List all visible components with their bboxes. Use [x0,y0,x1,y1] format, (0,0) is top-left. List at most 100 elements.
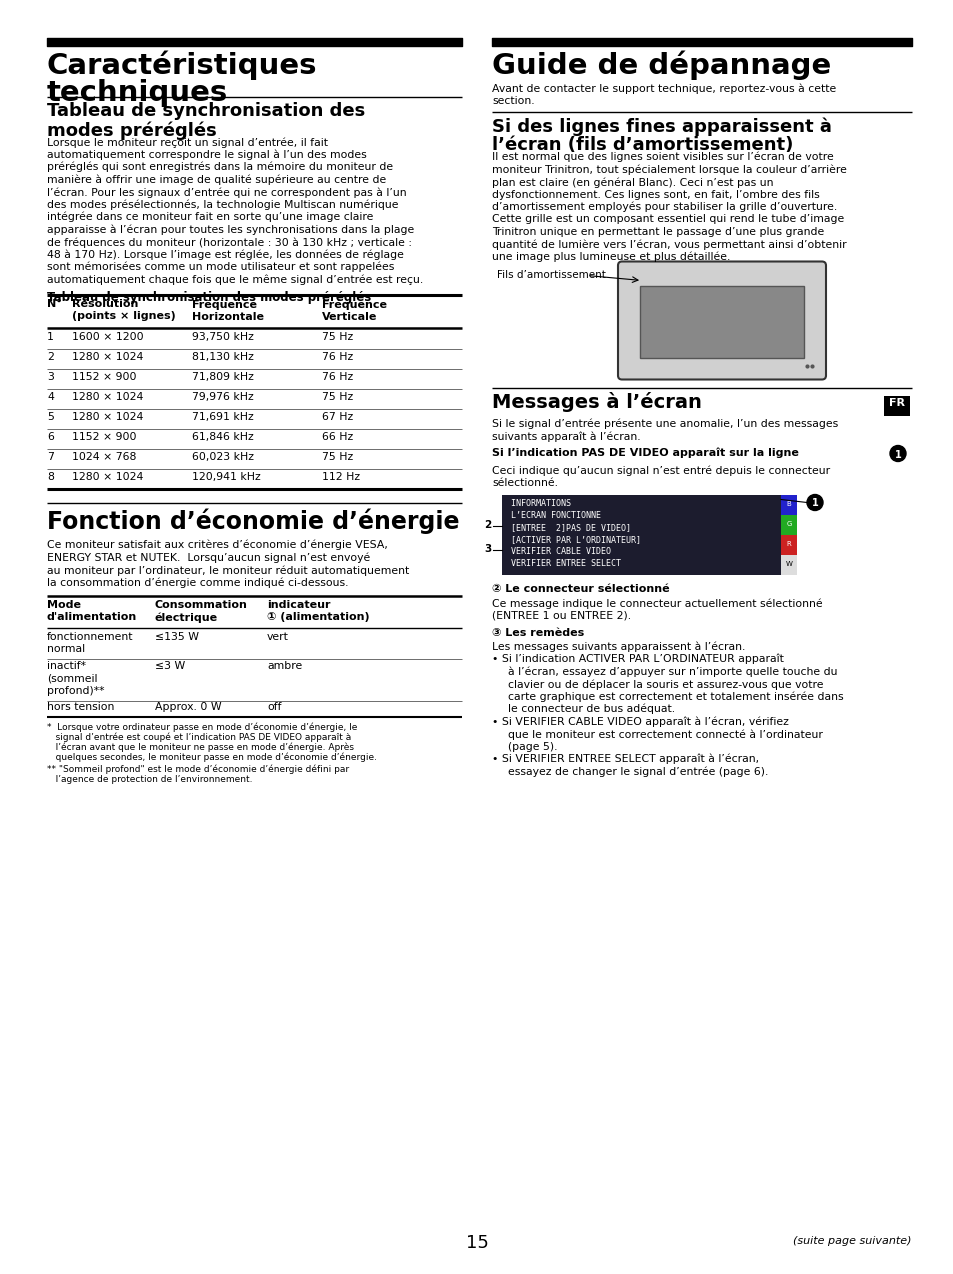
Text: Avant de contacter le support technique, reportez-vous à cette: Avant de contacter le support technique,… [492,83,836,93]
Text: automatiquement correspondre le signal à l’un des modes: automatiquement correspondre le signal à… [47,149,366,161]
Bar [781,494,796,515]
Text: 1: 1 [811,498,818,508]
Bar [639,285,803,358]
Text: Fréquence
Verticale: Fréquence Verticale [322,299,387,321]
Bar [781,554,796,575]
Text: Caractéristiques: Caractéristiques [47,51,317,80]
Text: Lorsque le moniteur reçoit un signal d’entrée, il fait: Lorsque le moniteur reçoit un signal d’e… [47,138,328,148]
Text: quantité de lumière vers l’écran, vous permettant ainsi d’obtenir: quantité de lumière vers l’écran, vous p… [492,240,845,250]
Text: Mode
d'alimentation: Mode d'alimentation [47,600,137,622]
Text: 1152 × 900: 1152 × 900 [71,432,136,442]
Text: indicateur
① (alimentation): indicateur ① (alimentation) [267,600,369,622]
Text: Si l’indication PAS DE VIDEO apparaît sur la ligne: Si l’indication PAS DE VIDEO apparaît su… [492,447,798,457]
Text: [ACTIVER PAR L’ORDINATEUR]: [ACTIVER PAR L’ORDINATEUR] [505,535,640,544]
Text: 66 Hz: 66 Hz [322,432,353,442]
Text: Si des lignes fines apparaissent à: Si des lignes fines apparaissent à [492,117,831,135]
Text: N°: N° [47,299,62,310]
Text: l’écran. Pour les signaux d’entrée qui ne correspondent pas à l’un: l’écran. Pour les signaux d’entrée qui n… [47,187,406,197]
Text: 1280 × 1024: 1280 × 1024 [71,471,143,482]
Text: Fonction d’économie d’énergie: Fonction d’économie d’énergie [47,508,459,534]
Text: 1152 × 900: 1152 × 900 [71,372,136,382]
Text: 15: 15 [465,1235,488,1252]
Text: vert: vert [267,632,289,642]
Text: 76 Hz: 76 Hz [322,352,353,362]
Text: Approx. 0 W: Approx. 0 W [154,702,221,712]
Text: 71,691 kHz: 71,691 kHz [192,412,253,422]
Text: l’écran avant que le moniteur ne passe en mode d’énergie. Après: l’écran avant que le moniteur ne passe e… [47,743,354,753]
Text: des modes présélectionnés, la technologie Multiscan numérique: des modes présélectionnés, la technologi… [47,200,398,210]
Text: 75 Hz: 75 Hz [322,333,353,341]
Text: fonctionnement
normal: fonctionnement normal [47,632,133,655]
Bar [883,395,909,415]
Text: que le moniteur est correctement connecté à l’ordinateur: que le moniteur est correctement connect… [507,729,822,739]
Text: ENERGY STAR et NUTEK.  Lorsqu’aucun signal n’est envoyé: ENERGY STAR et NUTEK. Lorsqu’aucun signa… [47,553,370,563]
Text: apparaisse à l’écran pour toutes les synchronisations dans la plage: apparaisse à l’écran pour toutes les syn… [47,224,414,234]
Text: • Si l’indication ACTIVER PAR L’ORDINATEUR apparaît: • Si l’indication ACTIVER PAR L’ORDINATE… [492,654,783,665]
Text: moniteur Trinitron, tout spécialement lorsque la couleur d’arrière: moniteur Trinitron, tout spécialement lo… [492,164,846,175]
Text: 4: 4 [47,392,53,403]
Text: Ceci indique qu’aucun signal n’est entré depuis le connecteur: Ceci indique qu’aucun signal n’est entré… [492,465,829,476]
Text: Tableau de synchronisation des: Tableau de synchronisation des [47,102,365,120]
Text: 1600 × 1200: 1600 × 1200 [71,333,144,341]
Text: 1280 × 1024: 1280 × 1024 [71,392,143,403]
Text: inactif*
(sommeil
profond)**: inactif* (sommeil profond)** [47,661,105,696]
Text: techniques: techniques [47,79,228,107]
Text: Cette grille est un composant essentiel qui rend le tube d’image: Cette grille est un composant essentiel … [492,214,843,224]
Text: sont mémorisées comme un mode utilisateur et sont rappelées: sont mémorisées comme un mode utilisateu… [47,262,394,273]
Text: Résolution
(points × lignes): Résolution (points × lignes) [71,299,175,321]
Circle shape [806,494,822,511]
Text: 2: 2 [47,352,53,362]
Text: ≤135 W: ≤135 W [154,632,199,642]
Text: l’écran (fils d’amortissement): l’écran (fils d’amortissement) [492,136,793,154]
Text: ** "Sommeil profond" est le mode d’économie d’énergie défini par: ** "Sommeil profond" est le mode d’écono… [47,764,349,775]
Text: carte graphique est correctement et totalement insérée dans: carte graphique est correctement et tota… [507,692,842,702]
Text: 75 Hz: 75 Hz [322,452,353,462]
Text: INFORMATIONS: INFORMATIONS [505,499,571,508]
Text: VERIFIER CABLE VIDEO: VERIFIER CABLE VIDEO [505,548,610,557]
Text: • Si VERIFIER ENTREE SELECT apparaît à l’écran,: • Si VERIFIER ENTREE SELECT apparaît à l… [492,754,759,764]
Text: clavier ou de déplacer la souris et assurez-vous que votre: clavier ou de déplacer la souris et assu… [507,679,822,689]
Text: 7: 7 [47,452,53,462]
Text: 8: 8 [47,471,53,482]
Text: section.: section. [492,96,534,106]
Text: quelques secondes, le moniteur passe en mode d’économie d’énergie.: quelques secondes, le moniteur passe en … [47,753,376,763]
Text: hors tension: hors tension [47,702,114,712]
Text: préréglés qui sont enregistrés dans la mémoire du moniteur de: préréglés qui sont enregistrés dans la m… [47,162,393,172]
FancyBboxPatch shape [618,261,825,380]
Text: ③ Les remèdes: ③ Les remèdes [492,628,583,637]
Text: le connecteur de bus adéquat.: le connecteur de bus adéquat. [507,705,675,715]
Text: 1: 1 [47,333,53,341]
Text: dysfonctionnement. Ces lignes sont, en fait, l’ombre des fils: dysfonctionnement. Ces lignes sont, en f… [492,190,819,200]
Text: 60,023 kHz: 60,023 kHz [192,452,253,462]
Text: VERIFIER ENTREE SELECT: VERIFIER ENTREE SELECT [505,559,620,568]
Text: manière à offrir une image de qualité supérieure au centre de: manière à offrir une image de qualité su… [47,175,386,185]
Bar [781,515,796,535]
Bar [781,535,796,554]
Text: 71,809 kHz: 71,809 kHz [192,372,253,382]
Text: au moniteur par l’ordinateur, le moniteur réduit automatiquement: au moniteur par l’ordinateur, le moniteu… [47,564,409,576]
Text: Ce message indique le connecteur actuellement sélectionné: Ce message indique le connecteur actuell… [492,599,821,609]
Text: plan est claire (en général Blanc). Ceci n’est pas un: plan est claire (en général Blanc). Ceci… [492,177,773,187]
Text: ambre: ambre [267,661,302,671]
Text: 67 Hz: 67 Hz [322,412,353,422]
Text: de fréquences du moniteur (horizontale : 30 à 130 kHz ; verticale :: de fréquences du moniteur (horizontale :… [47,237,412,247]
Text: ≤3 W: ≤3 W [154,661,185,671]
Text: sélectionné.: sélectionné. [492,478,558,488]
Text: Guide de dépannage: Guide de dépannage [492,51,830,80]
Text: l’agence de protection de l’environnement.: l’agence de protection de l’environnemen… [47,775,253,784]
Text: la consommation d’énergie comme indiqué ci-dessous.: la consommation d’énergie comme indiqué … [47,577,348,589]
Text: une image plus lumineuse et plus détaillée.: une image plus lumineuse et plus détaill… [492,252,730,262]
Text: [ENTREE  2]PAS DE VIDEO]: [ENTREE 2]PAS DE VIDEO] [505,524,630,533]
Text: à l’écran, essayez d’appuyer sur n’importe quelle touche du: à l’écran, essayez d’appuyer sur n’impor… [507,666,837,676]
Text: Trinitron unique en permettant le passage d’une plus grande: Trinitron unique en permettant le passag… [492,227,823,237]
Text: Tableau de synchronisation des modes préréglés: Tableau de synchronisation des modes pré… [47,290,371,304]
Text: (ENTREE 1 ou ENTREE 2).: (ENTREE 1 ou ENTREE 2). [492,612,631,620]
Text: 1280 × 1024: 1280 × 1024 [71,352,143,362]
Text: L’ECRAN FONCTIONNE: L’ECRAN FONCTIONNE [505,511,600,521]
Text: 79,976 kHz: 79,976 kHz [192,392,253,403]
Text: Fils d’amortissement: Fils d’amortissement [497,270,605,280]
Text: *  Lorsque votre ordinateur passe en mode d’économie d’énergie, le: * Lorsque votre ordinateur passe en mode… [47,724,357,733]
Text: 93,750 kHz: 93,750 kHz [192,333,253,341]
Text: signal d’entrée est coupé et l’indication PAS DE VIDEO apparaît à: signal d’entrée est coupé et l’indicatio… [47,733,351,743]
Text: essayez de changer le signal d’entrée (page 6).: essayez de changer le signal d’entrée (p… [507,767,767,777]
